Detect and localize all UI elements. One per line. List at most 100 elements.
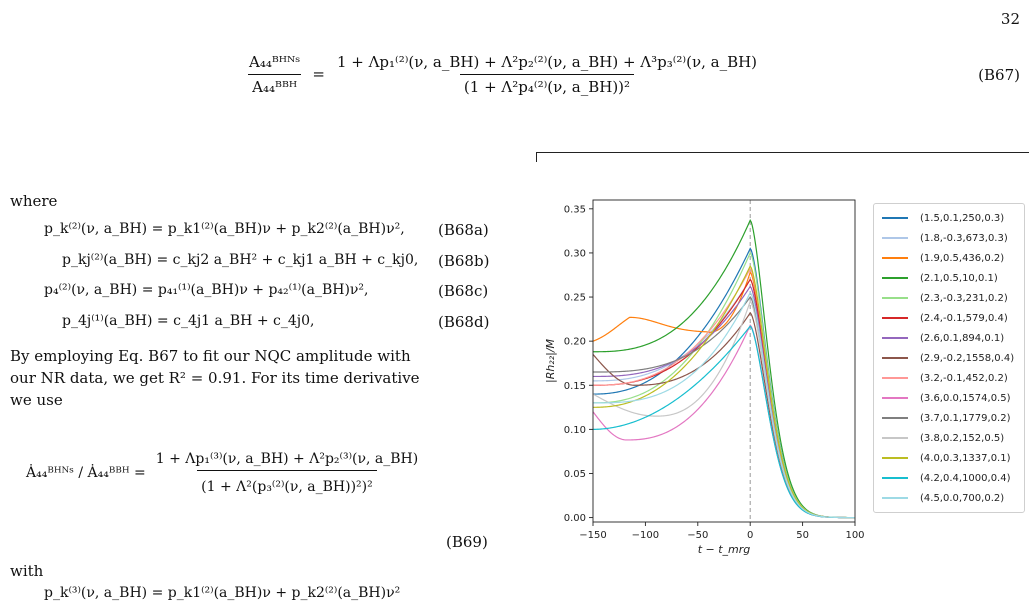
legend-swatch [882,317,908,319]
legend-label: (2.1,0.5,10,0.1) [920,272,998,284]
x-axis-label: t − t_mrg [698,543,751,556]
text-with: with [10,562,44,580]
legend-item: (4.2,0.4,1000,0.4) [874,470,1011,486]
legend-label: (2.9,-0.2,1558,0.4) [920,352,1015,364]
legend-label: (4.0,0.3,1337,0.1) [920,452,1011,464]
equation-label-b68c: (B68c) [438,282,489,300]
b67-lhs-numerator: A₄₄ᴮᴴᴺˢ [249,52,301,71]
legend-swatch [882,217,908,219]
legend-item: (2.1,0.5,10,0.1) [874,270,998,286]
page-number: 32 [1000,10,1020,28]
legend-item: (3.6,0.0,1574,0.5) [874,390,1011,406]
legend-label: (3.6,0.0,1574,0.5) [920,392,1011,404]
plot-frame [592,199,856,523]
legend-label: (4.5,0.0,700,0.2) [920,492,1005,504]
equation-label-b67: (B67) [978,66,1020,84]
paragraph-line-3: we use [10,391,63,409]
equation-b68d: p_4j⁽¹⁾(a_BH) = c_4j1 a_BH + c_4j0, [62,313,315,329]
equation-label-b69: (B69) [446,533,488,551]
x-tick-label: −100 [632,530,659,541]
b67-lhs-denominator: A₄₄ᴮᴮᴴ [248,73,302,96]
legend-swatch [882,257,908,259]
b69-rhs-fraction: 1 + Λp₁⁽³⁾(ν, a_BH) + Λ²p₂⁽³⁾(ν, a_BH) (… [152,451,423,495]
chart-legend: (1.5,0.1,250,0.3) (1.8,-0.3,673,0.3) (1.9,… [873,203,1025,513]
series-line-10 [593,296,856,519]
legend-swatch [882,237,908,239]
legend-label: (1.5,0.1,250,0.3) [920,212,1005,224]
equation-partial: p_k⁽³⁾(ν, a_BH) = p_k1⁽²⁾(a_BH)ν + p_k2⁽… [44,585,401,601]
equation-label-b68a: (B68a) [438,221,489,239]
equation-b68b: p_kj⁽²⁾(a_BH) = c_kj2 a_BH² + c_kj1 a_BH… [62,252,419,268]
equation-b67: A₄₄ᴮᴴᴺˢ A₄₄ᴮᴮᴴ = 1 + Λp₁⁽²⁾(ν, a_BH) + Λ… [245,34,761,114]
legend-item: (2.3,-0.3,231,0.2) [874,290,1008,306]
series-line-13 [592,325,855,519]
b69-lhs: Ȧ₄₄ᴮᴴᴺˢ / Ȧ₄₄ᴮᴮᴴ = [26,465,146,481]
legend-swatch [882,297,908,299]
figure-top-rule [536,152,1029,153]
legend-label: (1.8,-0.3,673,0.3) [920,232,1008,244]
legend-item: (2.6,0.1,894,0.1) [874,330,1004,346]
x-tick-label: −150 [579,530,606,541]
equation-b68a: p_k⁽²⁾(ν, a_BH) = p_k1⁽²⁾(a_BH)ν + p_k2⁽… [44,221,405,237]
legend-swatch [882,417,908,419]
series-line-3 [593,218,855,519]
x-tick-label: 50 [796,530,809,541]
amplitude-chart: −150 −100 −50 0 50 100 0.00 0.05 0.10 0.15 0.20 0.2… [544,199,865,556]
x-tick-label: 0 [747,530,753,541]
y-tick-label: 0.10 [564,425,586,436]
y-axis-label: |Rh₂₂|/M [544,338,557,383]
b67-lhs-fraction: A₄₄ᴮᴴᴺˢ A₄₄ᴮᴮᴴ [245,53,304,96]
legend-swatch [882,437,908,439]
x-tick-label: 100 [845,530,864,541]
legend-swatch [882,397,908,399]
y-tick-label: 0.30 [564,248,586,259]
legend-item: (3.2,-0.1,452,0.2) [874,370,1008,386]
series-line-2 [592,271,856,519]
legend-label: (3.7,0.1,1779,0.2) [920,412,1011,424]
y-tick-label: 0.15 [564,381,586,392]
legend-item: (1.9,0.5,436,0.2) [874,250,1004,266]
equation-b69: Ȧ₄₄ᴮᴴᴺˢ / Ȧ₄₄ᴮᴮᴴ = 1 + Λp₁⁽³⁾(ν, a_BH) +… [26,428,422,518]
x-tick-label: −50 [687,530,708,541]
equation-label-b68b: (B68b) [438,252,490,270]
b67-rhs-fraction: 1 + Λp₁⁽²⁾(ν, a_BH) + Λ²p₂⁽²⁾(ν, a_BH) +… [333,53,761,96]
legend-item: (1.8,-0.3,673,0.3) [874,230,1008,246]
figure-left-tick [536,152,537,162]
legend-swatch [882,477,908,479]
b67-rhs-numerator: 1 + Λp₁⁽²⁾(ν, a_BH) + Λ²p₂⁽²⁾(ν, a_BH) +… [336,52,758,71]
y-tick-label: 0.20 [564,337,586,348]
legend-swatch [882,377,908,379]
y-tick-label: 0.25 [564,293,586,304]
b67-rhs-denominator: (1 + Λ²p₄⁽²⁾(ν, a_BH))² [459,73,635,96]
series-line-9 [592,324,855,519]
legend-swatch [882,357,908,359]
legend-swatch [882,337,908,339]
legend-item: (2.9,-0.2,1558,0.4) [874,350,1014,366]
legend-label: (4.2,0.4,1000,0.4) [920,472,1011,484]
equation-b68c: p₄⁽²⁾(ν, a_BH) = p₄₁⁽¹⁾(a_BH)ν + p₄₂⁽¹⁾(… [44,282,369,298]
legend-swatch [882,497,908,499]
y-tick-label: 0.00 [564,513,586,524]
series-line-0 [593,247,855,519]
legend-item: (1.5,0.1,250,0.3) [874,210,1004,226]
legend-label: (2.6,0.1,894,0.1) [920,332,1005,344]
text-where: where [10,192,58,210]
legend-swatch [882,457,908,459]
series-line-14 [593,291,856,519]
legend-swatch [882,277,908,279]
b69-rhs-numerator: 1 + Λp₁⁽³⁾(ν, a_BH) + Λ²p₂⁽³⁾(ν, a_BH) [155,451,419,467]
legend-label: (2.3,-0.3,231,0.2) [920,292,1008,304]
series-line-11 [592,300,855,519]
b69-rhs-denominator: (1 + Λ²(p₃⁽²⁾(ν, a_BH))²)² [197,470,377,495]
legend-item: (3.8,0.2,152,0.5) [874,430,1004,446]
y-tick-label: 0.05 [564,469,586,480]
series-line-7 [592,311,855,519]
paragraph-line-1: By employing Eq. B67 to fit our NQC ampl… [10,347,411,365]
legend-item: (2.4,-0.1,579,0.4) [874,310,1008,326]
y-tick-label: 0.35 [564,204,586,215]
equals-sign: = [312,65,325,83]
series-line-12 [592,264,856,519]
legend-item: (3.7,0.1,1779,0.2) [874,410,1011,426]
legend-label: (1.9,0.5,436,0.2) [920,252,1005,264]
paragraph: By employing Eq. B67 to fit our NQC ampl… [10,345,500,411]
